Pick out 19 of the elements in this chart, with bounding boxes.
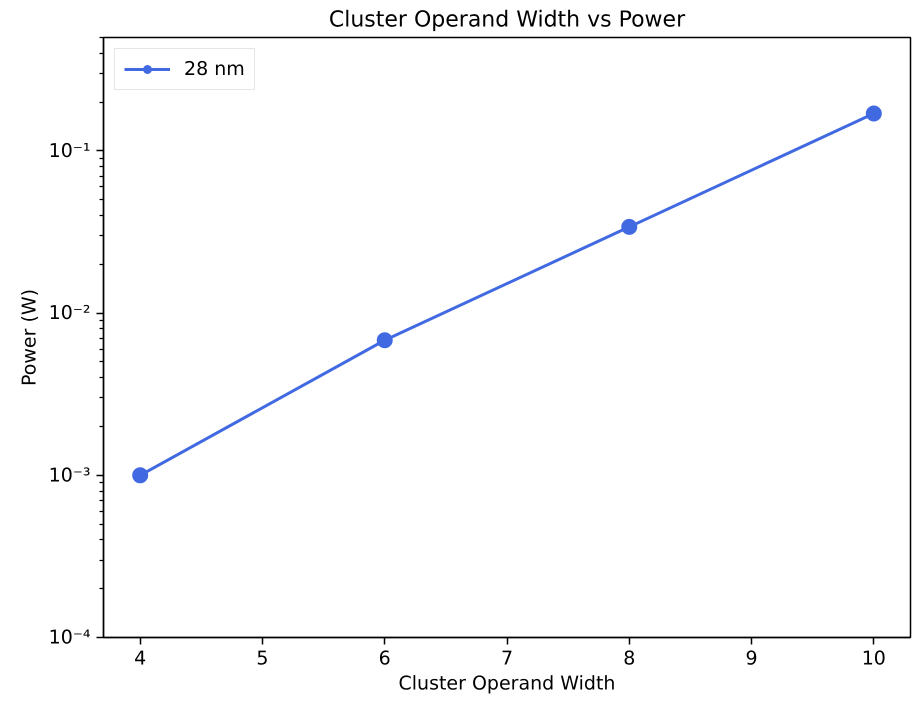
point [132, 467, 148, 484]
point [376, 332, 393, 348]
x-tick-label: 6 [378, 648, 391, 670]
y-tick-label: 10⁻⁴ [48, 626, 91, 648]
legend-label: 28 nm [184, 58, 245, 80]
chart-title: Cluster Operand Width vs Power [328, 8, 686, 32]
y-tick-label: 10⁻¹ [48, 140, 91, 162]
x-tick-label: 8 [623, 648, 636, 670]
y-tick-label: 10⁻³ [48, 464, 91, 486]
x-tick-label: 10 [862, 648, 886, 670]
point [866, 106, 882, 122]
x-tick-label: 4 [134, 648, 146, 670]
x-tick-label: 7 [500, 648, 514, 670]
y-axis-title: Power (W) [18, 288, 41, 386]
x-tick-label: 9 [746, 648, 758, 670]
x-tick-label: 5 [256, 648, 269, 670]
point [621, 218, 638, 235]
y-tick-label: 10⁻² [48, 302, 91, 324]
x-axis-title: Cluster Operand Width [398, 672, 616, 694]
